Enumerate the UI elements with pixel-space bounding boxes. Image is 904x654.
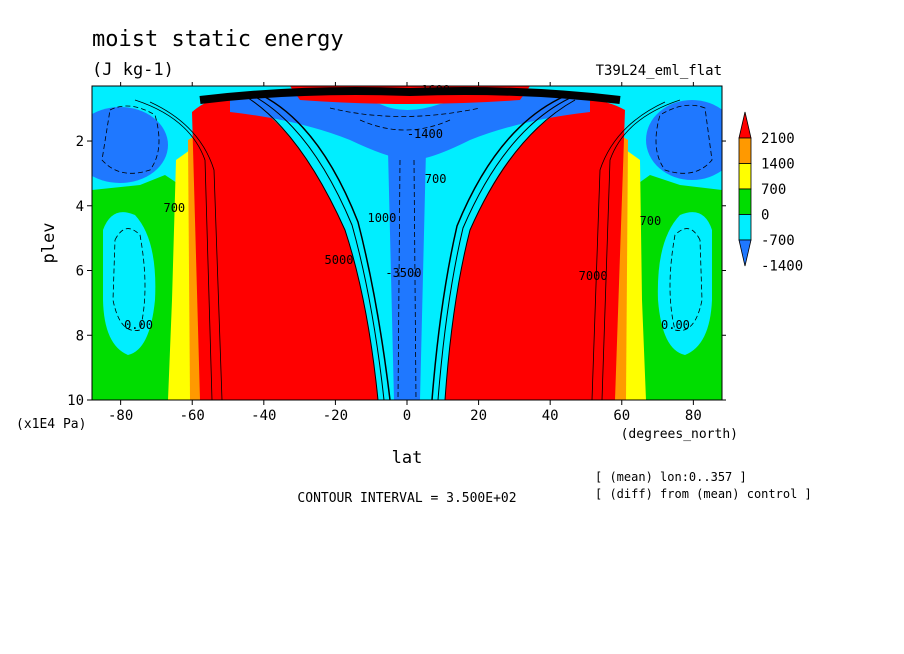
experiment-label: T39L24_eml_flat xyxy=(596,63,722,79)
chart-title: moist static energy xyxy=(92,27,344,52)
colorbar-label: 700 xyxy=(761,182,786,198)
contour-label: 700 xyxy=(163,201,185,215)
y-axis: 2 4 6 8 10 xyxy=(67,134,726,409)
x-tick-label: -60 xyxy=(180,408,205,424)
contour-label: 1600 xyxy=(421,83,450,97)
x-tick-label: -40 xyxy=(251,408,276,424)
colorbar-label: 0 xyxy=(761,208,769,224)
y-tick-label: 2 xyxy=(76,134,84,150)
contour-labels: 0.00 0.00 700 700 -1400 700 1600 7000 5000 -3500 1… xyxy=(124,83,690,332)
contour-label: 0.00 xyxy=(661,318,690,332)
colorbar-label: -1400 xyxy=(761,259,803,275)
colorbar-label: -700 xyxy=(761,233,795,249)
x-tick-label: 40 xyxy=(542,408,559,424)
filled-field xyxy=(92,86,722,400)
contour-label: -3500 xyxy=(385,266,421,280)
y-tick-label: 4 xyxy=(76,199,84,215)
y-tick-label: 8 xyxy=(76,328,84,344)
y-tick-label: 6 xyxy=(76,264,84,280)
colorbar-bottom-arrow xyxy=(738,239,752,267)
colorbar-box xyxy=(738,163,752,190)
colorbar-box xyxy=(738,188,752,215)
x-tick-label: -80 xyxy=(108,408,133,424)
note-mean: [ (mean) lon:0..357 ] xyxy=(595,470,747,484)
x-tick-label: 80 xyxy=(685,408,702,424)
x-axis-label: lat xyxy=(392,448,423,468)
x-tick-label: 0 xyxy=(403,408,411,424)
colorbar-box xyxy=(738,137,752,164)
note-diff: [ (diff) from (mean) control ] xyxy=(595,487,812,501)
colorbar-top-arrow xyxy=(738,111,752,139)
plot-area xyxy=(92,86,722,400)
contour-label: 1000 xyxy=(367,211,396,225)
y-axis-label: plev xyxy=(39,223,59,264)
x-tick-label: -20 xyxy=(323,408,348,424)
contour-label: -1400 xyxy=(407,127,443,141)
contour-label: 0.00 xyxy=(124,318,153,332)
contour-interval: CONTOUR INTERVAL = 3.500E+02 xyxy=(297,491,516,506)
colorbar-label: 2100 xyxy=(761,131,795,147)
x-tick-label: 60 xyxy=(613,408,630,424)
x-axis: -80 -60 -40 -20 0 20 40 60 80 xyxy=(108,82,702,424)
x-tick-label: 20 xyxy=(470,408,487,424)
chart-subtitle: (J kg-1) xyxy=(92,60,174,80)
y-axis-units: (x1E4 Pa) xyxy=(16,417,86,432)
contour-label: 700 xyxy=(425,172,447,186)
colorbar-box xyxy=(738,214,752,241)
contour-label: 7000 xyxy=(579,269,608,283)
colorbar: 2100 1400 700 0 -700 -1400 xyxy=(738,111,803,275)
contour-label: 5000 xyxy=(325,253,354,267)
colorbar-label: 1400 xyxy=(761,157,795,173)
contour-lines xyxy=(101,87,713,400)
y-tick-label: 10 xyxy=(67,393,84,409)
contour-label: 700 xyxy=(640,214,662,228)
x-axis-units: (degrees_north) xyxy=(621,427,738,442)
